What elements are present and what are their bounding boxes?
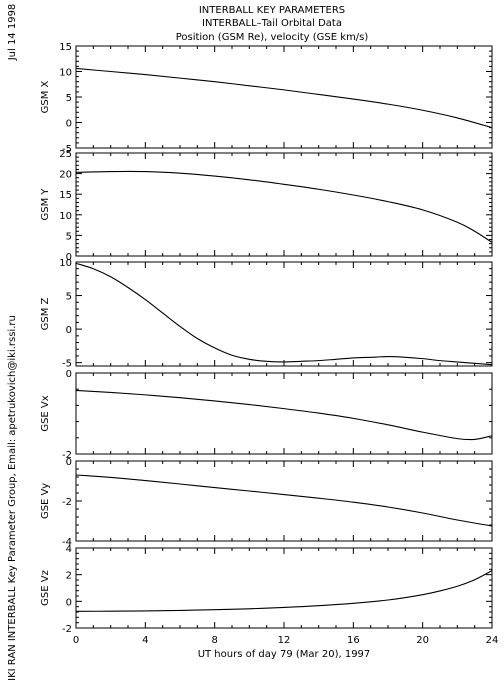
x-tick-label: 12 <box>278 635 291 646</box>
x-tick-label: 0 <box>73 635 79 646</box>
credit-line: IKI RAN INTERBALL Key Parameter Group, E… <box>7 315 18 681</box>
y-tick-label: 25 <box>59 149 72 160</box>
series-line <box>75 262 493 366</box>
y-tick-label: -5 <box>62 144 72 155</box>
y-tick-label: -4 <box>62 537 72 548</box>
series-line <box>75 170 493 243</box>
x-axis-label: UT hours of day 79 (Mar 20), 1997 <box>198 649 371 660</box>
title-line-2: INTERBALL–Tail Orbital Data <box>202 18 342 29</box>
y-axis-label: GSM Y <box>40 188 51 221</box>
y-tick-label: 0 <box>66 252 72 263</box>
panel-3: -5 0 5 10 GSM Z <box>40 258 493 370</box>
y-tick-label: 4 <box>66 544 72 555</box>
y-tick-label: 0 <box>66 119 72 130</box>
plot-date: Jul 14 1998 <box>7 4 18 62</box>
y-tick-label: 10 <box>59 68 72 79</box>
x-tick-label: 16 <box>347 635 360 646</box>
y-tick-label: -2 <box>62 450 72 461</box>
x-tick-label: 4 <box>142 635 148 646</box>
y-axis-label: GSE Vy <box>40 483 51 519</box>
series-line <box>75 474 493 527</box>
y-tick-label: 20 <box>59 170 72 181</box>
title-line-3: Position (GSM Re), velocity (GSE km/s) <box>176 32 369 43</box>
panel-2: 0 5 10 15 20 25 GSM Y <box>40 149 493 263</box>
y-tick-label: 10 <box>59 258 72 269</box>
title-line-1: INTERBALL KEY PARAMETERS <box>199 5 345 16</box>
y-tick-label: 10 <box>59 211 72 222</box>
y-tick-label: 15 <box>59 190 72 201</box>
y-axis-label: GSE Vx <box>40 395 51 431</box>
y-tick-label: 0 <box>66 597 72 608</box>
x-tick-label: 8 <box>211 635 217 646</box>
y-axis-label: GSM Z <box>40 297 51 330</box>
panel-4: -2 0 GSE Vx <box>40 369 493 461</box>
y-tick-label: 5 <box>66 93 72 104</box>
y-tick-label: -5 <box>62 359 72 370</box>
y-tick-label: 5 <box>66 292 72 303</box>
series-line <box>75 389 493 441</box>
y-tick-label: 5 <box>66 231 72 242</box>
y-tick-label: 0 <box>66 325 72 336</box>
y-axis-label: GSE Vz <box>40 570 51 606</box>
y-tick-label: -2 <box>62 497 72 508</box>
y-tick-label: 0 <box>66 369 72 380</box>
x-tick-label: 20 <box>416 635 429 646</box>
panel-5: -4 -2 0 GSE Vy <box>40 457 493 548</box>
y-tick-label: -2 <box>62 624 72 635</box>
panel-1: -5 0 5 10 15 GSM X <box>40 42 493 155</box>
y-tick-label: 2 <box>66 571 72 582</box>
y-axis-label: GSM X <box>40 80 51 113</box>
x-tick-label: 24 <box>486 635 499 646</box>
y-tick-label: 0 <box>66 457 72 468</box>
y-tick-label: 15 <box>59 42 72 53</box>
series-line <box>75 67 493 129</box>
series-line <box>75 570 493 612</box>
